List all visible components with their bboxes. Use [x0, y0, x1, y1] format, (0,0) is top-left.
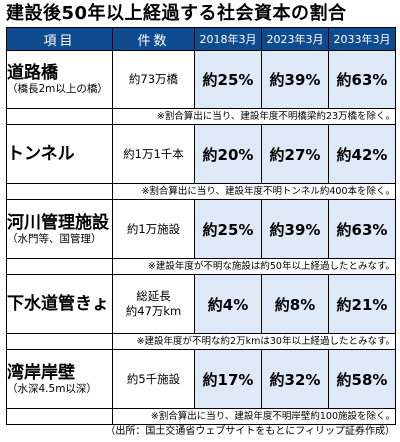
- value-2018: 約17%: [194, 349, 262, 409]
- value-2033: 約42%: [328, 124, 396, 184]
- value-2018: 約4%: [194, 274, 262, 334]
- table-row: トンネル 約1万1千本 約20% 約27% 約42%: [6, 124, 396, 184]
- value-2033: 約63%: [328, 199, 396, 259]
- value-2023: 約27%: [261, 124, 329, 184]
- infrastructure-aging-table: 項目 件数 2018年3月 2023年3月 2033年3月 道路橋 （橋長2m以…: [6, 27, 396, 425]
- note-text: ※建設年度が不明な施設は約50年以上経過したとみなす。: [112, 258, 396, 275]
- value-2023: 約32%: [261, 349, 329, 409]
- item-name: トンネル: [7, 144, 75, 164]
- note-row: ※割合算出に当り、建設年度不明橋梁約23万橋を除く。: [6, 108, 396, 125]
- item-cell: 道路橋 （橋長2m以上の橋）: [6, 50, 113, 109]
- note-text: ※割合算出に当り、建設年度不明岸壁約100施設を除く。: [112, 408, 396, 425]
- count-line-2: 約47万km: [125, 304, 182, 318]
- header-row: 項目 件数 2018年3月 2023年3月 2033年3月: [6, 27, 396, 51]
- count-cell: 総延長 約47万km: [112, 274, 195, 334]
- item-cell: 河川管理施設 （水門等、国管理）: [6, 199, 113, 259]
- item-name: 湾岸岸壁: [7, 362, 75, 383]
- value-2023: 約39%: [261, 199, 329, 259]
- item-name: 道路橋: [7, 63, 58, 83]
- count-cell: 約1万1千本: [112, 124, 195, 184]
- note-row: ※建設年度が不明な施設は約50年以上経過したとみなす。: [6, 258, 396, 275]
- item-cell: トンネル: [6, 124, 113, 184]
- value-2023: 約8%: [261, 274, 329, 334]
- item-sub: （橋長2m以上の橋）: [7, 83, 108, 95]
- note-text: ※建設年度が不明な約2万kmは30年以上経過したとみなす。: [112, 333, 396, 350]
- note-row: ※割合算出に当り、建設年度不明トンネル約400本を除く。: [6, 183, 396, 200]
- item-sub: （水深4.5m以深）: [7, 382, 97, 395]
- source-note: （出所：国土交通省ウェブサイトをもとにフィリップ証券作成）: [105, 426, 395, 437]
- value-2033: 約63%: [328, 50, 396, 109]
- value-2033: 約58%: [328, 349, 396, 409]
- value-2018: 約25%: [194, 199, 262, 259]
- header-year-2033: 2033年3月: [328, 27, 396, 51]
- header-year-2023: 2023年3月: [261, 27, 329, 51]
- item-cell: 湾岸岸壁 （水深4.5m以深）: [6, 349, 113, 409]
- note-text: ※割合算出に当り、建設年度不明トンネル約400本を除く。: [112, 183, 396, 200]
- table-row: 湾岸岸壁 （水深4.5m以深） 約5千施設 約17% 約32% 約58%: [6, 349, 396, 409]
- page-title: 建設後50年以上経過する社会資本の割合: [6, 3, 347, 24]
- note-text: ※割合算出に当り、建設年度不明橋梁約23万橋を除く。: [112, 108, 396, 125]
- note-row: ※割合算出に当り、建設年度不明岸壁約100施設を除く。: [6, 408, 396, 425]
- value-2023: 約39%: [261, 50, 329, 109]
- item-sub: （水門等、国管理）: [7, 232, 102, 245]
- header-year-2018: 2018年3月: [194, 27, 262, 51]
- header-item: 項目: [6, 27, 113, 51]
- item-cell: 下水道管きょ: [6, 274, 113, 334]
- count-line-1: 総延長: [136, 289, 171, 303]
- count-cell: 約73万橋: [112, 50, 195, 109]
- table-row: 河川管理施設 （水門等、国管理） 約1万施設 約25% 約39% 約63%: [6, 199, 396, 259]
- header-count: 件数: [112, 27, 195, 51]
- item-name: 河川管理施設: [7, 212, 109, 233]
- count-cell: 約5千施設: [112, 349, 195, 409]
- table-row: 下水道管きょ 総延長 約47万km 約4% 約8% 約21%: [6, 274, 396, 334]
- item-name: 下水道管きょ: [7, 294, 109, 314]
- value-2018: 約20%: [194, 124, 262, 184]
- note-row: ※建設年度が不明な約2万kmは30年以上経過したとみなす。: [6, 333, 396, 350]
- table-row: 道路橋 （橋長2m以上の橋） 約73万橋 約25% 約39% 約63%: [6, 50, 396, 109]
- count-cell: 約1万施設: [112, 199, 195, 259]
- value-2018: 約25%: [194, 50, 262, 109]
- value-2033: 約21%: [328, 274, 396, 334]
